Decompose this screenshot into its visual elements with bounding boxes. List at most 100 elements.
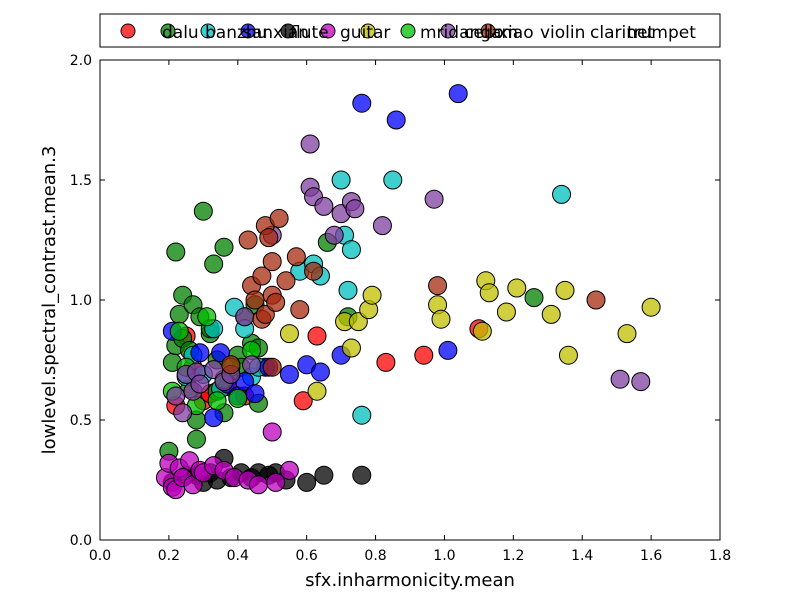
data-point-banzhu-3 — [166, 242, 186, 262]
data-point-sanxian-15 — [341, 240, 361, 260]
legend-label-flute: flute — [290, 23, 329, 43]
data-point-violin-6 — [204, 360, 224, 380]
data-point-violin-0 — [166, 386, 186, 406]
data-point-clarinet-6 — [255, 304, 275, 324]
data-point-violin-10 — [242, 355, 262, 375]
x-tick-label: 0.6 — [296, 548, 318, 564]
data-point-banzhu-31 — [524, 288, 544, 308]
data-point-cello-4 — [348, 312, 368, 332]
data-point-mridangam-17 — [279, 460, 299, 480]
data-point-flute-15 — [438, 340, 458, 360]
legend-marker-dalu — [120, 23, 136, 39]
data-point-violin-19 — [345, 199, 365, 219]
x-tick-label: 0.0 — [89, 548, 111, 564]
data-point-violin-20 — [372, 216, 392, 236]
data-point-banzhu-20 — [214, 237, 234, 257]
data-point-clarinet-19 — [586, 290, 606, 310]
points-layer — [155, 84, 661, 500]
data-point-violin-16 — [324, 225, 344, 245]
y-tick-label: 1.0 — [70, 293, 92, 309]
x-tick-label: 1.8 — [709, 548, 731, 564]
data-point-mridangam-14 — [248, 475, 268, 495]
data-point-clarinet-18 — [428, 276, 448, 296]
data-point-clarinet-13 — [269, 208, 289, 228]
data-point-guitar-15 — [314, 465, 334, 485]
data-point-banzhu-16 — [204, 254, 224, 274]
data-point-sanxian-12 — [331, 170, 351, 190]
legend-label-cello: cello — [464, 23, 504, 43]
legend-marker-clarinet — [480, 23, 496, 39]
data-point-violin-5 — [190, 374, 210, 394]
legend-marker-guitar — [280, 23, 296, 39]
data-point-flute-16 — [448, 84, 468, 104]
legend-marker-cello — [360, 23, 376, 39]
legend-label-sanxian: sanxian — [243, 23, 309, 43]
legend-label-clarinet: clarinet — [590, 23, 654, 43]
y-tick-label: 2.0 — [70, 53, 92, 69]
data-point-cello-6 — [362, 285, 382, 305]
x-tick-label: 1.0 — [433, 548, 455, 564]
data-point-cello-0 — [279, 324, 299, 344]
legend-label-banzhu: banzhu — [205, 23, 267, 43]
legend-marker-mridangam — [320, 23, 336, 39]
y-tick-label: 0.0 — [70, 533, 92, 549]
data-point-violin-9 — [235, 307, 255, 327]
legend-label-guitar: guitar — [340, 23, 390, 43]
data-point-dalu-9 — [307, 326, 327, 346]
data-point-clarinet-3 — [245, 290, 265, 310]
data-point-clarinet-1 — [238, 230, 258, 250]
legend-marker-xiao — [400, 23, 416, 39]
data-point-clarinet-16 — [290, 300, 310, 320]
data-point-cello-18 — [641, 297, 661, 317]
x-tick-label: 1.2 — [502, 548, 524, 564]
data-point-clarinet-5 — [252, 266, 272, 286]
legend-marker-flute — [240, 23, 256, 39]
data-point-violin-22 — [610, 369, 630, 389]
data-point-clarinet-0 — [221, 355, 241, 375]
data-point-clarinet-12 — [266, 292, 286, 312]
data-point-violin-12 — [300, 134, 320, 154]
x-tick-label: 1.4 — [571, 548, 593, 564]
data-point-mridangam-15 — [262, 422, 282, 442]
data-point-flute-2 — [204, 408, 224, 428]
y-axis-label: lowlevel.spectral_contrast.mean.3 — [39, 146, 60, 455]
data-point-flute-13 — [352, 93, 372, 113]
data-point-violin-23 — [631, 372, 651, 392]
data-point-violin-15 — [314, 196, 334, 216]
legend-label-trumpet: trumpet — [627, 23, 696, 43]
data-point-flute-11 — [310, 362, 330, 382]
data-point-cello-14 — [541, 304, 561, 324]
data-point-guitar-16 — [352, 465, 372, 485]
data-point-violin-21 — [424, 189, 444, 209]
data-point-clarinet-10 — [262, 252, 282, 272]
legend-marker-sanxian — [200, 23, 216, 39]
data-point-cello-17 — [617, 324, 637, 344]
x-tick-label: 1.6 — [640, 548, 662, 564]
x-tick-label: 0.8 — [364, 548, 386, 564]
legend-label-mridangam: mridangam — [420, 23, 518, 43]
data-point-dalu-10 — [376, 352, 396, 372]
data-point-flute-3 — [211, 343, 231, 363]
x-tick-label: 0.4 — [227, 548, 249, 564]
legend-label-dalu: dalu — [162, 23, 199, 43]
data-point-cello-9 — [472, 321, 492, 341]
data-point-clarinet-15 — [286, 247, 306, 267]
data-point-sanxian-16 — [352, 405, 372, 425]
data-point-dalu-11 — [414, 345, 434, 365]
data-point-sanxian-17 — [383, 170, 403, 190]
data-point-banzhu-10 — [186, 429, 206, 449]
legend-label-violin: violin — [540, 23, 585, 43]
data-point-clarinet-17 — [304, 261, 324, 281]
data-point-clarinet-9 — [262, 357, 282, 377]
y-tick-label: 1.5 — [70, 173, 92, 189]
data-point-sanxian-14 — [338, 280, 358, 300]
data-point-guitar-14 — [297, 472, 317, 492]
data-point-sanxian-18 — [552, 184, 572, 204]
data-point-banzhu-13 — [193, 201, 213, 221]
data-point-cello-1 — [307, 381, 327, 401]
legend-marker-banzhu — [160, 23, 176, 39]
data-point-cello-3 — [341, 338, 361, 358]
data-point-clarinet-14 — [276, 271, 296, 291]
data-point-cello-13 — [507, 278, 527, 298]
x-axis-label: sfx.inharmonicity.mean — [305, 570, 515, 591]
